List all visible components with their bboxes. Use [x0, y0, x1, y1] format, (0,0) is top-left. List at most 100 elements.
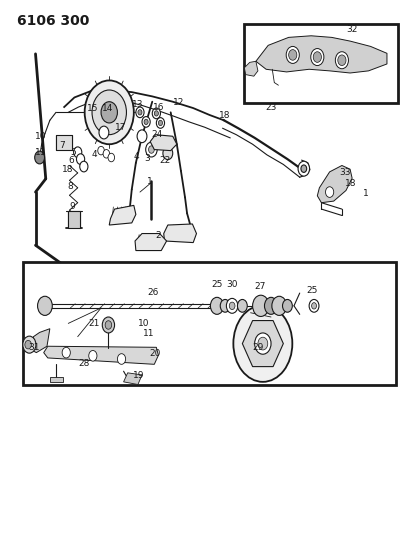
Text: 7: 7: [59, 141, 65, 150]
Text: 13: 13: [132, 100, 144, 109]
Text: 33: 33: [339, 168, 351, 177]
Circle shape: [298, 161, 309, 176]
Text: 9: 9: [69, 203, 75, 212]
Bar: [245, 24, 398, 103]
Circle shape: [23, 336, 36, 353]
Text: 18: 18: [345, 179, 357, 188]
Circle shape: [137, 130, 147, 143]
Text: 3: 3: [144, 154, 150, 163]
Circle shape: [144, 119, 148, 125]
Text: 15: 15: [87, 103, 99, 112]
Polygon shape: [109, 205, 136, 225]
Text: 24: 24: [152, 130, 163, 139]
Text: 31: 31: [28, 343, 40, 352]
Circle shape: [233, 305, 292, 382]
Circle shape: [163, 147, 173, 160]
Text: 25: 25: [306, 286, 318, 295]
Circle shape: [255, 333, 271, 354]
Circle shape: [158, 120, 162, 126]
Polygon shape: [256, 36, 387, 73]
Polygon shape: [68, 211, 80, 228]
Polygon shape: [164, 224, 196, 243]
Circle shape: [210, 297, 224, 314]
Text: 20: 20: [150, 349, 161, 358]
Text: 25: 25: [211, 280, 223, 289]
Text: 12: 12: [173, 98, 185, 107]
Circle shape: [85, 80, 134, 144]
Polygon shape: [44, 346, 158, 365]
Circle shape: [108, 154, 115, 162]
Circle shape: [272, 296, 286, 316]
Circle shape: [37, 296, 52, 316]
Circle shape: [35, 151, 44, 164]
Polygon shape: [135, 233, 166, 251]
Text: 14: 14: [102, 104, 114, 113]
Circle shape: [311, 49, 324, 66]
Polygon shape: [245, 61, 258, 76]
Circle shape: [98, 147, 104, 155]
Circle shape: [154, 111, 158, 116]
Circle shape: [62, 348, 70, 358]
Text: 6: 6: [68, 156, 74, 165]
Text: 30: 30: [226, 280, 238, 289]
Text: 32: 32: [346, 26, 358, 35]
Text: 29: 29: [252, 343, 263, 352]
Circle shape: [92, 90, 127, 135]
Text: 27: 27: [254, 282, 265, 291]
Circle shape: [229, 302, 235, 310]
Text: 26: 26: [148, 287, 159, 296]
Circle shape: [258, 337, 268, 350]
Circle shape: [313, 52, 321, 62]
Polygon shape: [124, 373, 142, 384]
Polygon shape: [50, 376, 63, 382]
Circle shape: [286, 46, 299, 63]
Circle shape: [220, 300, 230, 312]
Circle shape: [118, 354, 126, 365]
Circle shape: [226, 298, 238, 313]
Circle shape: [335, 52, 349, 69]
Circle shape: [326, 187, 334, 197]
Circle shape: [338, 55, 346, 66]
Text: 16: 16: [152, 102, 164, 111]
Polygon shape: [31, 329, 50, 353]
Circle shape: [101, 102, 118, 123]
Text: 17: 17: [115, 123, 126, 132]
Polygon shape: [317, 165, 352, 203]
Circle shape: [138, 110, 142, 115]
Text: 4: 4: [134, 152, 139, 161]
Text: 11: 11: [143, 329, 155, 338]
Circle shape: [152, 108, 160, 119]
Text: 2: 2: [156, 231, 161, 240]
Text: 8: 8: [67, 182, 73, 191]
Circle shape: [74, 147, 82, 158]
Circle shape: [289, 50, 297, 60]
Text: 19: 19: [134, 371, 145, 380]
Circle shape: [76, 154, 85, 165]
Text: 18: 18: [219, 111, 231, 120]
Circle shape: [136, 107, 144, 118]
Circle shape: [156, 118, 164, 128]
Circle shape: [25, 341, 31, 349]
Bar: [23, 262, 396, 384]
Circle shape: [301, 165, 307, 172]
Circle shape: [102, 317, 115, 333]
Text: 10: 10: [138, 319, 149, 328]
Circle shape: [265, 297, 277, 314]
Text: 5: 5: [71, 148, 76, 157]
Text: 6106 300: 6106 300: [17, 14, 90, 28]
Circle shape: [145, 142, 157, 157]
Polygon shape: [150, 135, 177, 151]
Text: 11: 11: [35, 148, 46, 157]
Text: 21: 21: [88, 319, 100, 328]
Circle shape: [103, 150, 110, 158]
Circle shape: [253, 295, 269, 317]
Text: 28: 28: [79, 359, 90, 368]
Circle shape: [80, 161, 88, 172]
Polygon shape: [56, 135, 72, 150]
Circle shape: [148, 146, 154, 154]
Circle shape: [105, 321, 112, 329]
Circle shape: [282, 300, 292, 312]
Text: 22: 22: [160, 156, 171, 165]
Text: 1: 1: [363, 189, 369, 198]
Text: 23: 23: [266, 102, 277, 111]
